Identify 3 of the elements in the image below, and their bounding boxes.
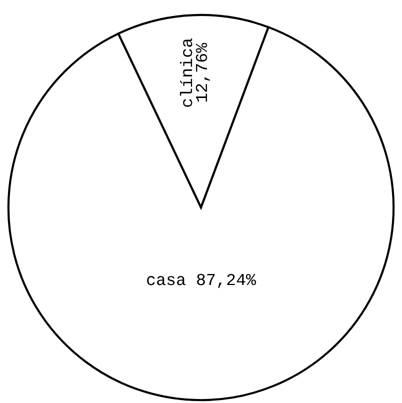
slice-label: clínica <box>180 38 192 107</box>
slice-label: casa 87,24% <box>147 274 256 288</box>
data-label: 12,76% <box>196 42 210 102</box>
